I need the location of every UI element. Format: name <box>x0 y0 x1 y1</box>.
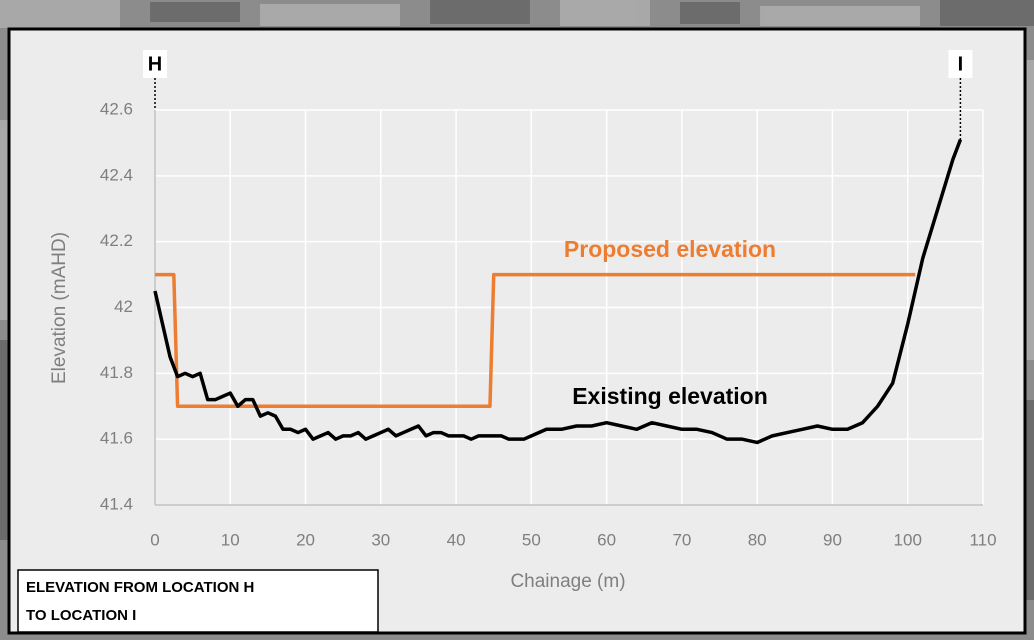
x-tick-label: 80 <box>748 530 767 549</box>
x-tick-label: 10 <box>221 530 240 549</box>
series-line <box>155 272 916 408</box>
photo-texture-dark <box>0 0 1034 600</box>
series-label: Proposed elevation <box>564 236 776 262</box>
x-tick-label: 70 <box>672 530 691 549</box>
x-axis-title: Chainage (m) <box>510 571 625 592</box>
marks: H I Proposed elevation Existing elevation <box>143 50 973 445</box>
x-tick-label: 110 <box>969 530 996 549</box>
chart-title-line: ELEVATION FROM LOCATION H <box>26 579 254 596</box>
marker-box <box>948 50 973 78</box>
y-tick-label: 42.4 <box>100 165 133 184</box>
x-tick-label: 40 <box>447 530 466 549</box>
y-tick-label: 41.6 <box>100 429 133 448</box>
x-tick-label: 0 <box>150 530 159 549</box>
y-tick-label: 42.6 <box>100 99 133 118</box>
marker-label: H <box>148 53 162 75</box>
y-tick-label: 41.8 <box>100 363 133 382</box>
series-label: Existing elevation <box>572 383 768 409</box>
grid: 41.4 41.6 41.8 42 42.2 42.4 42.6 0 10 20 30 40 50 60 7… <box>100 99 997 549</box>
y-tick-label: 42.2 <box>100 231 133 250</box>
x-tick-label: 90 <box>823 530 842 549</box>
chart-panel <box>7 27 1027 635</box>
x-tick-label: 60 <box>597 530 616 549</box>
chart-title-line: TO LOCATION I <box>26 607 136 624</box>
x-tick-label: 20 <box>296 530 315 549</box>
x-tick-label: 50 <box>522 530 541 549</box>
x-tick-label: 30 <box>371 530 390 549</box>
x-tick-label: 100 <box>894 530 922 549</box>
y-axis-title: Elevation (mAHD) <box>49 232 70 384</box>
marker-label: I <box>958 53 964 75</box>
y-tick-label: 41.4 <box>100 494 133 513</box>
marker-box <box>143 50 167 78</box>
series-line <box>153 139 963 445</box>
photo-texture <box>0 0 1034 360</box>
y-tick-label: 42 <box>114 297 133 316</box>
title-box <box>17 569 379 633</box>
